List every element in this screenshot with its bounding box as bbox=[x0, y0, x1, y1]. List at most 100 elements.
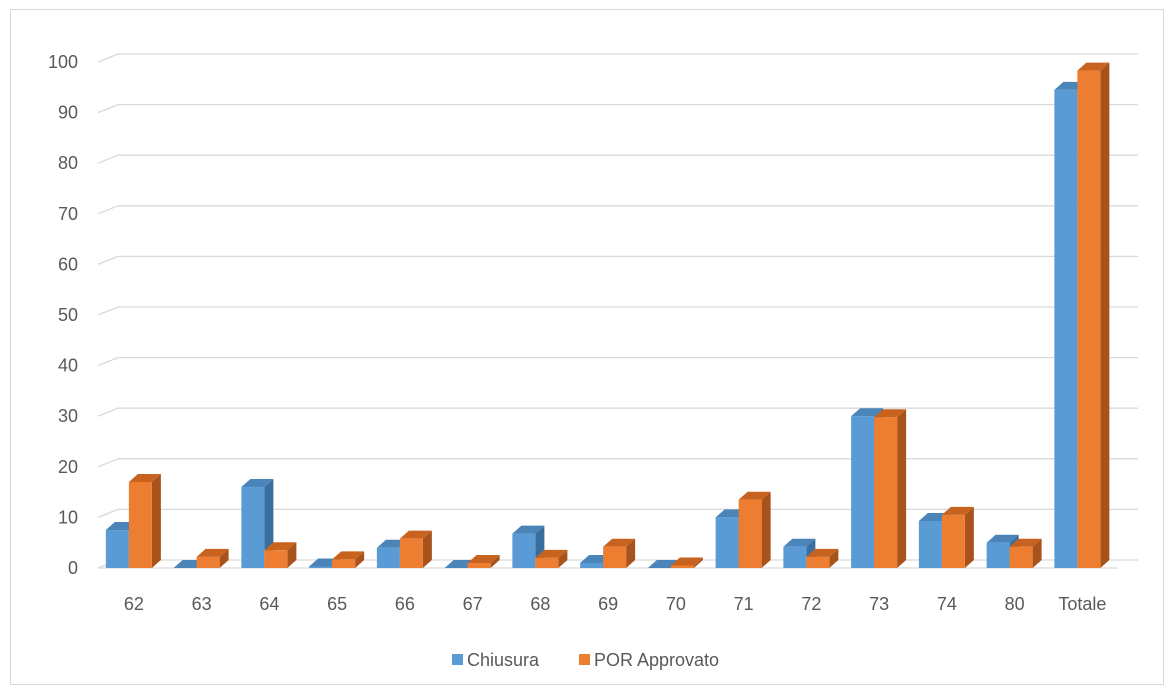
bar-top bbox=[128, 473, 161, 482]
bar-side bbox=[897, 409, 907, 568]
bar bbox=[241, 487, 265, 568]
bar-side bbox=[422, 530, 432, 568]
chart-frame bbox=[10, 9, 1164, 685]
gridline-depth bbox=[97, 154, 119, 164]
gridline-depth bbox=[97, 255, 119, 266]
bar-top bbox=[264, 542, 297, 551]
gridline-depth bbox=[97, 508, 119, 519]
x-tick-label: 64 bbox=[259, 594, 279, 614]
bar-side bbox=[558, 549, 568, 568]
x-tick-label: 72 bbox=[801, 594, 821, 614]
x-tick-label: 68 bbox=[530, 594, 550, 614]
x-tick-label: Totale bbox=[1058, 594, 1106, 614]
bar bbox=[670, 565, 694, 568]
bar bbox=[512, 533, 536, 568]
bar bbox=[986, 542, 1010, 568]
bar-side bbox=[219, 548, 229, 568]
legend-label: Chiusura bbox=[467, 650, 540, 670]
bar bbox=[467, 562, 491, 568]
x-tick-label: 67 bbox=[463, 594, 483, 614]
gridline-depth bbox=[97, 205, 119, 215]
bar-top bbox=[874, 409, 907, 418]
bar-side bbox=[829, 548, 839, 568]
x-tick-label: 69 bbox=[598, 594, 618, 614]
bar bbox=[715, 517, 739, 568]
bar bbox=[806, 556, 830, 568]
bar-top bbox=[332, 551, 365, 560]
bar bbox=[783, 546, 807, 568]
bar-side bbox=[490, 554, 500, 568]
y-tick-label: 0 bbox=[68, 558, 78, 578]
bar bbox=[535, 557, 559, 568]
y-tick-label: 10 bbox=[58, 507, 78, 527]
bar-top bbox=[535, 549, 568, 558]
bar bbox=[264, 550, 288, 568]
bar bbox=[128, 481, 152, 568]
bar-top bbox=[851, 408, 884, 417]
x-tick-label: 65 bbox=[327, 594, 347, 614]
gridline-depth bbox=[97, 356, 119, 367]
bar-top bbox=[241, 479, 274, 488]
bar-top bbox=[1077, 62, 1110, 71]
y-tick-label: 80 bbox=[58, 153, 78, 173]
legend-swatch bbox=[452, 654, 463, 665]
bar-top bbox=[603, 538, 636, 547]
bar-side bbox=[761, 491, 771, 568]
bar bbox=[603, 546, 627, 568]
y-tick-label: 20 bbox=[58, 457, 78, 477]
gridline-depth bbox=[97, 306, 119, 316]
y-tick-label: 100 bbox=[48, 52, 78, 72]
bar bbox=[196, 556, 220, 568]
x-tick-label: 80 bbox=[1005, 594, 1025, 614]
bar-side bbox=[355, 551, 365, 568]
gridline-depth bbox=[97, 407, 119, 417]
x-tick-label: 63 bbox=[192, 594, 212, 614]
bar-top bbox=[783, 538, 816, 547]
bar bbox=[874, 417, 898, 568]
y-tick-label: 60 bbox=[58, 254, 78, 274]
bar bbox=[399, 538, 423, 568]
bar-top bbox=[399, 530, 432, 539]
y-tick-label: 30 bbox=[58, 406, 78, 426]
x-tick-label: 70 bbox=[666, 594, 686, 614]
bar-top bbox=[986, 534, 1019, 543]
bar bbox=[1054, 89, 1078, 568]
bar bbox=[738, 499, 762, 568]
bar-side bbox=[151, 473, 161, 568]
x-tick-label: 71 bbox=[734, 594, 754, 614]
x-tick-label: 66 bbox=[395, 594, 415, 614]
y-tick-label: 90 bbox=[58, 103, 78, 123]
gridline-depth bbox=[97, 53, 119, 63]
bar-side bbox=[287, 542, 297, 568]
bar-top bbox=[1009, 538, 1042, 547]
bar-top bbox=[467, 554, 500, 563]
bar bbox=[332, 559, 356, 568]
bar bbox=[918, 520, 942, 568]
bar-side bbox=[1100, 62, 1110, 569]
gridline-depth bbox=[97, 458, 119, 468]
bar-side bbox=[693, 557, 703, 568]
y-tick-label: 70 bbox=[58, 204, 78, 224]
bar bbox=[851, 416, 875, 568]
x-tick-label: 62 bbox=[124, 594, 144, 614]
bar bbox=[941, 514, 965, 568]
y-tick-label: 40 bbox=[58, 356, 78, 376]
bar-side bbox=[1032, 538, 1042, 568]
x-tick-label: 74 bbox=[937, 594, 957, 614]
bar bbox=[580, 562, 604, 568]
bar-top bbox=[941, 506, 974, 515]
bar bbox=[1009, 546, 1033, 568]
bar-top bbox=[670, 557, 703, 566]
bar bbox=[105, 530, 129, 568]
x-tick-label: 73 bbox=[869, 594, 889, 614]
legend-swatch bbox=[579, 654, 590, 665]
bar-side bbox=[964, 506, 974, 568]
y-tick-label: 50 bbox=[58, 305, 78, 325]
bar-top bbox=[738, 491, 771, 500]
legend-label: POR Approvato bbox=[594, 650, 719, 670]
bar bbox=[1077, 70, 1101, 569]
bar bbox=[309, 566, 333, 568]
bar-top bbox=[196, 548, 229, 557]
bar-top bbox=[512, 525, 545, 534]
